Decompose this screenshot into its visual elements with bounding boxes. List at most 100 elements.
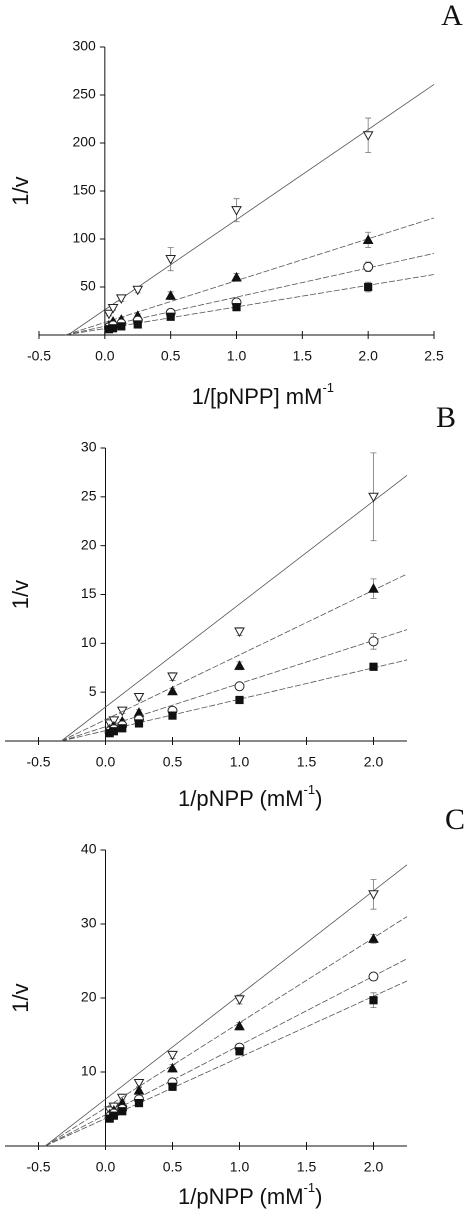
y-axis-title: 1/v <box>8 176 33 205</box>
y-tick-label: 20 <box>81 536 97 552</box>
marker <box>115 294 127 305</box>
y-tick-label: 10 <box>81 1063 97 1079</box>
y-tick-label: 250 <box>72 86 96 102</box>
marker <box>165 290 177 300</box>
chart-panel: -0.5 0.0 0.5 1.0 1.5 2.0 2.5 50 100 150 200 250 300 1… <box>8 0 463 409</box>
fit-line <box>61 573 408 742</box>
marker <box>362 234 374 245</box>
x-axis-title-sup: -1 <box>304 1180 316 1195</box>
marker <box>368 971 379 982</box>
x-tick-label: -0.5 <box>26 754 50 770</box>
x-tick-label: -0.5 <box>26 1159 50 1175</box>
marker <box>109 727 118 736</box>
chart-panel: -0.5 0.0 0.5 1.0 1.5 2.0 5 10 15 20 25 30 1/pNPP (mM… <box>5 401 456 811</box>
x-tick-label: 1.0 <box>230 754 250 770</box>
marker <box>118 724 127 733</box>
y-tick-label: 5 <box>89 683 97 699</box>
x-tick-label: 0.0 <box>96 1159 116 1175</box>
marker <box>369 996 378 1005</box>
y-tick-label: 150 <box>72 182 96 198</box>
x-tick-label: 2.0 <box>358 348 378 364</box>
x-tick-label: 2.0 <box>364 754 384 770</box>
y-tick-label: 100 <box>72 230 96 246</box>
marker <box>166 312 175 321</box>
fit-line <box>65 217 435 336</box>
marker <box>168 711 177 720</box>
x-axis-title-end: ) <box>315 1184 322 1209</box>
x-axis-title-sup: -1 <box>304 782 316 797</box>
x-axis-title-text: 1/[pNPP] mM <box>192 384 323 409</box>
marker <box>368 636 379 647</box>
y-tick-label: 200 <box>72 134 96 150</box>
x-tick-label: 2.5 <box>424 348 444 364</box>
marker <box>234 681 245 692</box>
marker <box>133 1079 145 1089</box>
y-axis-title: 1/v <box>8 983 33 1012</box>
y-tick-label: 15 <box>81 585 97 601</box>
marker <box>369 662 378 671</box>
x-tick-label: 2.0 <box>364 1159 384 1175</box>
fit-line <box>61 475 408 742</box>
x-tick-label: 0.0 <box>96 754 116 770</box>
fit-line <box>45 980 408 1147</box>
x-axis-title-text: 1/pNPP (mM <box>178 1184 304 1209</box>
marker <box>232 303 241 312</box>
fit-line <box>45 958 408 1147</box>
y-tick-label: 40 <box>81 841 97 857</box>
marker <box>231 271 242 282</box>
marker <box>364 282 373 292</box>
marker <box>368 933 379 943</box>
panel-letter: C <box>445 803 465 836</box>
marker <box>362 131 374 141</box>
marker <box>117 322 126 331</box>
fit-line <box>67 84 435 336</box>
y-tick-label: 30 <box>81 439 97 455</box>
marker <box>168 1082 177 1091</box>
x-axis-title: 1/pNPP (mM-1) <box>178 782 322 810</box>
marker <box>134 1098 144 1108</box>
x-axis-title: 1/[pNPP] mM-1 <box>192 380 334 408</box>
marker <box>167 1062 178 1073</box>
marker <box>133 1084 145 1095</box>
marker <box>368 492 379 503</box>
marker <box>167 1050 178 1061</box>
fit-line <box>44 916 408 1147</box>
marker <box>107 304 119 314</box>
marker <box>235 1047 244 1056</box>
x-tick-label: 0.5 <box>161 348 181 364</box>
y-tick-label: 20 <box>81 989 97 1005</box>
x-tick-label: 1.5 <box>297 754 317 770</box>
chart-panel: -0.5 0.0 0.5 1.0 1.5 2.0 10 20 30 40 1/pNPP (mM-1)… <box>5 803 465 1209</box>
panel-letter: B <box>436 401 456 434</box>
marker <box>368 583 379 593</box>
panel-letter: A <box>441 0 463 32</box>
x-tick-label: 0.0 <box>95 348 115 364</box>
x-axis-title: 1/pNPP (mM-1) <box>178 1180 322 1208</box>
y-tick-label: 10 <box>81 634 97 650</box>
fit-line <box>44 864 408 1147</box>
x-tick-label: 0.5 <box>163 754 183 770</box>
x-tick-label: 1.5 <box>297 1159 317 1175</box>
y-tick-label: 50 <box>80 278 96 294</box>
x-tick-label: 0.5 <box>163 1159 183 1175</box>
y-tick-label: 25 <box>81 488 97 504</box>
marker <box>167 685 178 696</box>
marker <box>363 261 374 272</box>
marker <box>118 1107 127 1116</box>
x-axis-title-end: ) <box>315 786 322 811</box>
x-tick-label: 1.0 <box>230 1159 250 1175</box>
x-axis-title-text: 1/pNPP (mM <box>178 786 304 811</box>
marker <box>133 692 145 703</box>
marker <box>234 1020 245 1031</box>
y-axis-title: 1/v <box>8 580 33 609</box>
marker <box>132 285 144 296</box>
marker <box>234 627 245 638</box>
marker <box>234 995 245 1006</box>
marker <box>235 695 244 705</box>
y-tick-label: 300 <box>72 38 96 54</box>
x-tick-label: 1.0 <box>227 348 247 364</box>
marker <box>234 660 245 670</box>
marker <box>167 672 178 683</box>
marker <box>368 890 379 900</box>
